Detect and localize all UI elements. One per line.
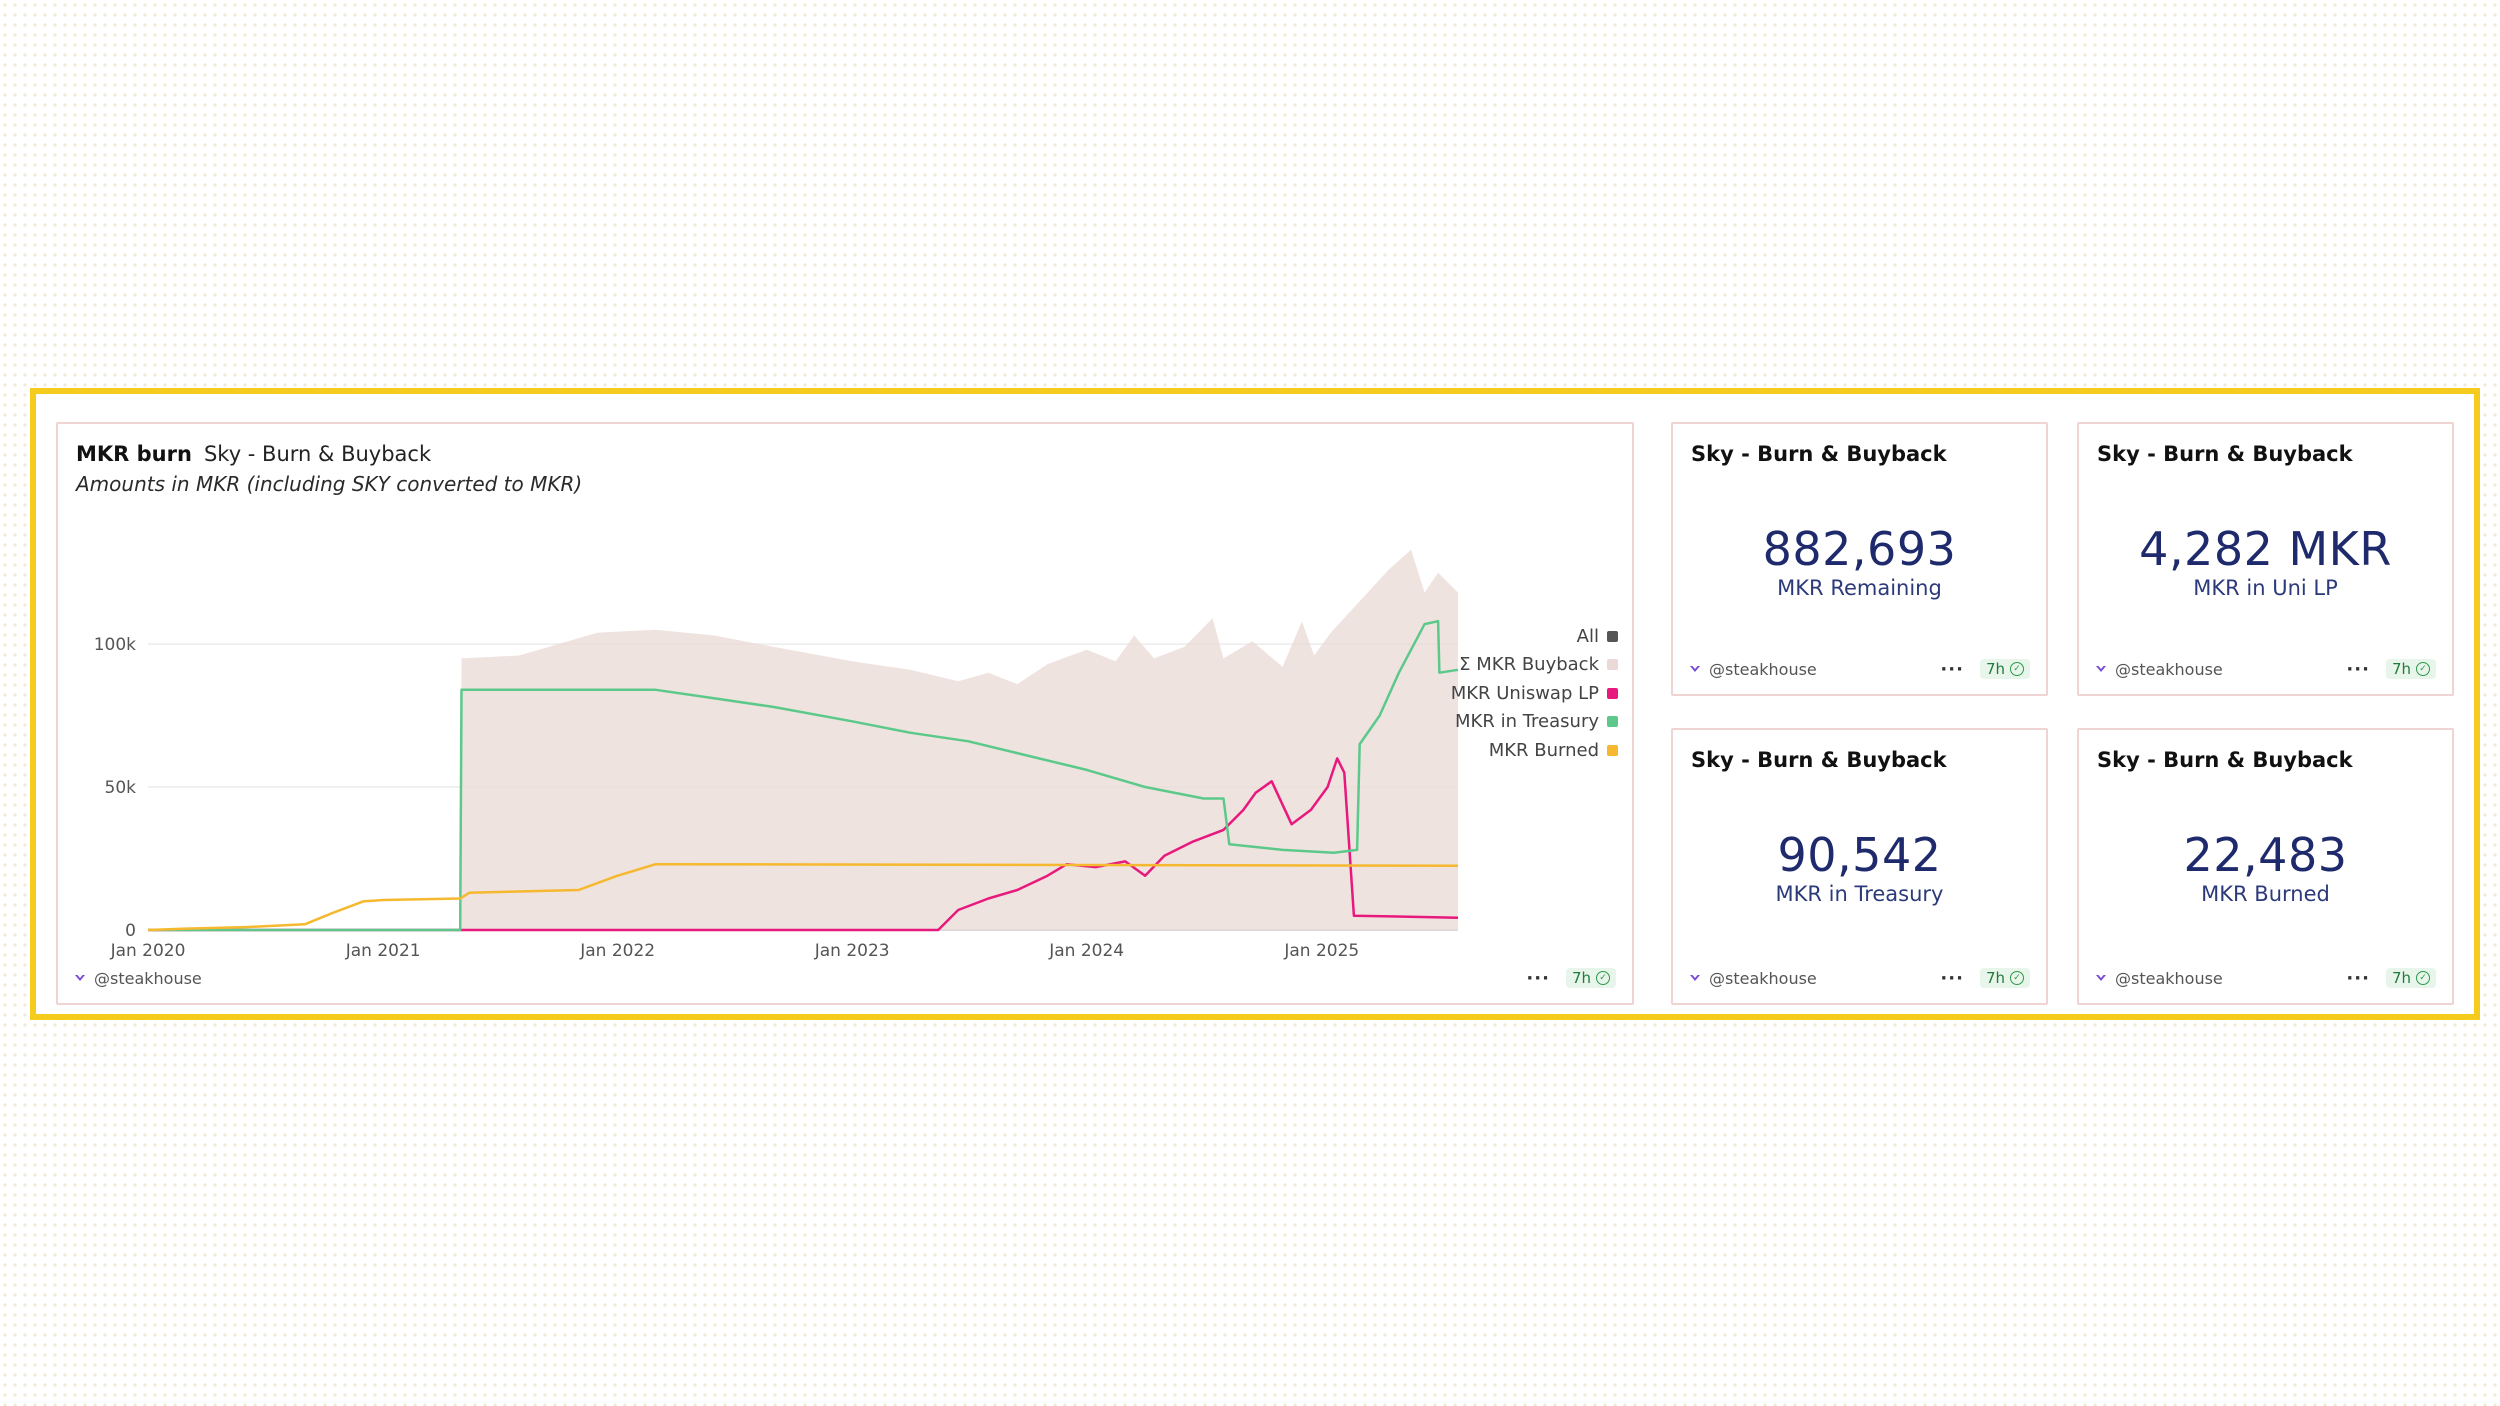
x-tick-label: Jan 2020: [110, 941, 186, 961]
x-tick-label: Jan 2022: [579, 941, 655, 961]
check-circle-icon: ✓: [2416, 971, 2430, 985]
counter-title: Sky - Burn & Buyback: [1691, 442, 1947, 466]
legend-swatch: [1607, 630, 1618, 642]
author-link[interactable]: @steakhouse: [1689, 660, 1817, 679]
more-options-button[interactable]: ···: [1526, 967, 1550, 989]
highlight-frame: MKR burn Sky - Burn & Buyback Amounts in …: [30, 388, 2480, 1020]
counter-card-mkr-uni-lp: Sky - Burn & Buyback 4,282 MKR MKR in Un…: [2077, 422, 2454, 696]
legend-label: Σ MKR Buyback: [1459, 654, 1599, 676]
legend-swatch: [1607, 659, 1618, 671]
author-link[interactable]: @steakhouse: [2095, 660, 2223, 679]
legend-item[interactable]: All: [1451, 622, 1618, 651]
legend-label: MKR Uniswap LP: [1450, 682, 1599, 704]
legend-swatch: [1607, 687, 1618, 699]
more-options-button[interactable]: ···: [2346, 658, 2370, 680]
x-tick-label: Jan 2023: [814, 941, 890, 961]
chart-legend: All Σ MKR Buyback MKR Uniswap LP MKR in Tre…: [1451, 622, 1618, 765]
legend-label: MKR Burned: [1488, 739, 1599, 761]
refresh-time: 7h: [1985, 969, 2005, 987]
check-circle-icon: ✓: [2416, 662, 2430, 676]
author-name: @steakhouse: [1709, 968, 1817, 988]
more-options-button[interactable]: ···: [2346, 967, 2370, 989]
more-options-button[interactable]: ···: [1940, 967, 1964, 989]
author-name: @steakhouse: [94, 968, 202, 988]
legend-label: MKR in Treasury: [1455, 711, 1599, 733]
counter-label: MKR in Treasury: [1775, 882, 1944, 906]
check-circle-icon: ✓: [1596, 971, 1610, 985]
more-options-button[interactable]: ···: [1940, 658, 1964, 680]
counter-card-mkr-remaining: Sky - Burn & Buyback 882,693 MKR Remaini…: [1671, 422, 2048, 696]
legend-item[interactable]: MKR in Treasury: [1451, 708, 1618, 737]
legend-swatch: [1607, 744, 1618, 756]
counter-value: 90,542: [1777, 828, 1942, 882]
refresh-time: 7h: [1985, 660, 2005, 678]
dune-logo-icon: [2096, 975, 2106, 981]
author-link[interactable]: @steakhouse: [1689, 969, 1817, 988]
dune-logo-icon: [2096, 666, 2106, 672]
series-line-mkr-in-treasury: [148, 619, 1459, 932]
author-link[interactable]: @steakhouse: [74, 969, 202, 988]
series-line-mkr-uniswap-lp: [148, 757, 1459, 932]
counter-card-mkr-burned: Sky - Burn & Buyback 22,483 MKR Burned @…: [2077, 728, 2454, 1005]
legend-item[interactable]: MKR Uniswap LP: [1451, 679, 1618, 708]
x-tick-label: Jan 2024: [1048, 941, 1124, 961]
chart-card: MKR burn Sky - Burn & Buyback Amounts in …: [56, 422, 1634, 1005]
counter-title: Sky - Burn & Buyback: [1691, 748, 1947, 772]
counter-footer: @steakhouse ··· 7h ✓: [1689, 965, 2030, 991]
counter-label: MKR in Uni LP: [2193, 576, 2338, 600]
legend-item[interactable]: MKR Burned: [1451, 736, 1618, 765]
author-name: @steakhouse: [1709, 659, 1817, 679]
counter-value: 882,693: [1762, 522, 1957, 576]
refresh-badge[interactable]: 7h ✓: [1979, 968, 2030, 988]
counter-card-mkr-treasury: Sky - Burn & Buyback 90,542 MKR in Treas…: [1671, 728, 2048, 1005]
refresh-badge[interactable]: 7h ✓: [2385, 659, 2436, 679]
dune-logo-icon: [1690, 975, 1700, 981]
counter-title: Sky - Burn & Buyback: [2097, 748, 2353, 772]
chart-subtitle: Amounts in MKR (including SKY converted …: [76, 472, 583, 496]
counter-value: 4,282 MKR: [2139, 522, 2392, 576]
counter-title: Sky - Burn & Buyback: [2097, 442, 2353, 466]
chart-footer: @steakhouse ··· 7h ✓: [74, 965, 1616, 991]
dune-logo-icon: [1690, 666, 1700, 672]
y-tick-label: 50k: [105, 778, 137, 798]
x-tick-label: Jan 2025: [1283, 941, 1359, 961]
y-tick-label: 0: [125, 921, 136, 941]
chart-title: MKR burn Sky - Burn & Buyback: [76, 442, 431, 466]
chart-app-name: Sky - Burn & Buyback: [203, 442, 432, 466]
dune-logo-icon: [75, 975, 85, 981]
counter-label: MKR Burned: [2201, 882, 2330, 906]
series-area-buyback: [148, 549, 1458, 930]
counter-footer: @steakhouse ··· 7h ✓: [2095, 965, 2436, 991]
legend-swatch: [1607, 716, 1618, 728]
author-link[interactable]: @steakhouse: [2095, 969, 2223, 988]
chart-title-text: MKR burn: [76, 442, 192, 466]
refresh-badge[interactable]: 7h ✓: [1979, 659, 2030, 679]
refresh-badge[interactable]: 7h ✓: [2385, 968, 2436, 988]
counter-label: MKR Remaining: [1777, 576, 1942, 600]
check-circle-icon: ✓: [2010, 662, 2024, 676]
chart-plot: 0 50k 100k Jan 2020 Jan 2021 Jan 2022 Jan 2023…: [94, 549, 1459, 961]
refresh-time: 7h: [1571, 969, 1591, 987]
refresh-badge[interactable]: 7h ✓: [1565, 968, 1616, 988]
counter-footer: @steakhouse ··· 7h ✓: [2095, 656, 2436, 682]
counter-value: 22,483: [2183, 828, 2348, 882]
legend-item[interactable]: Σ MKR Buyback: [1451, 651, 1618, 680]
refresh-time: 7h: [2391, 660, 2411, 678]
series-line-mkr-burned: [147, 862, 1459, 932]
refresh-time: 7h: [2391, 969, 2411, 987]
author-name: @steakhouse: [2115, 968, 2223, 988]
y-tick-label: 100k: [94, 635, 136, 655]
author-name: @steakhouse: [2115, 659, 2223, 679]
check-circle-icon: ✓: [2010, 971, 2024, 985]
legend-label: All: [1576, 625, 1599, 647]
counter-footer: @steakhouse ··· 7h ✓: [1689, 656, 2030, 682]
x-tick-label: Jan 2021: [345, 941, 421, 961]
